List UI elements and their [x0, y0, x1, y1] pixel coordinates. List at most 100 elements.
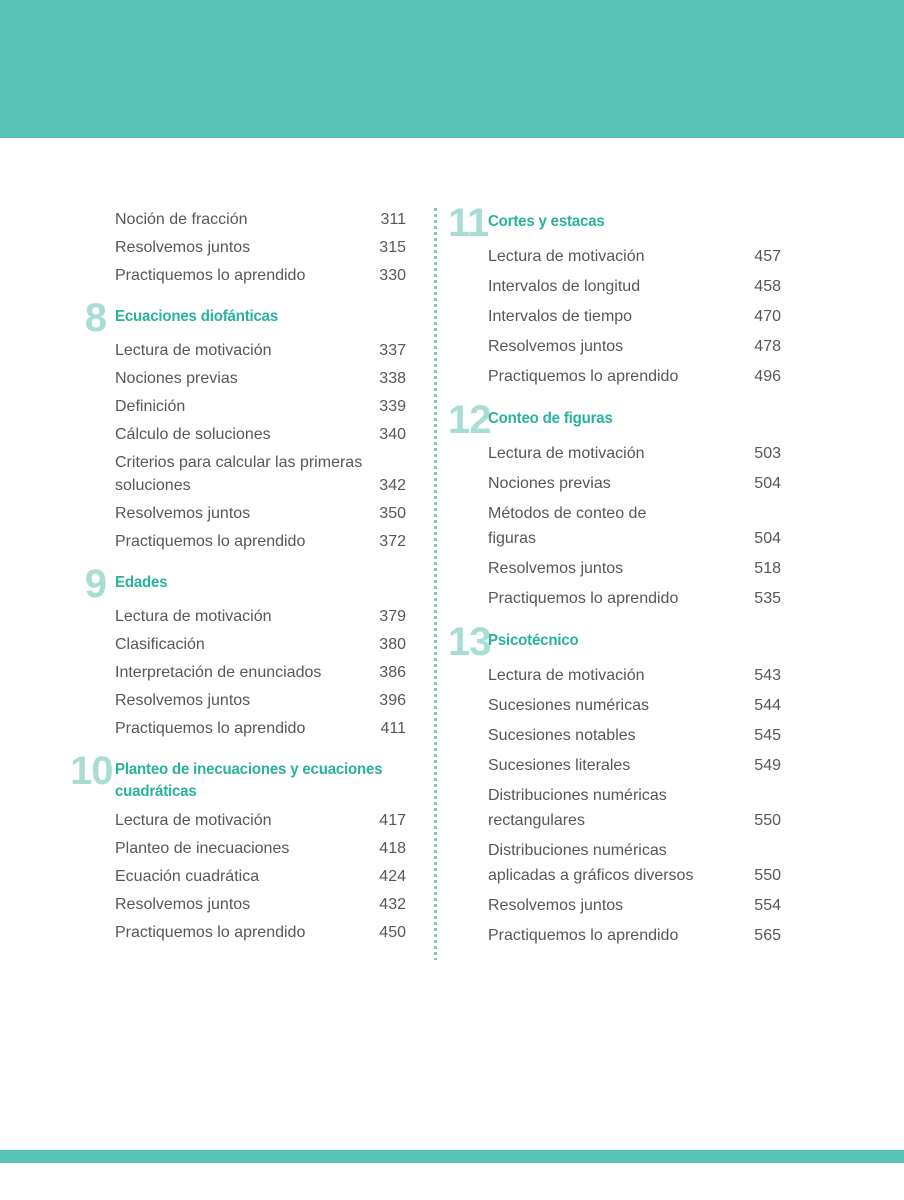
- toc-entry-label: Interpretación de enunciados: [115, 664, 322, 681]
- toc-entry-label: Clasificación: [115, 636, 205, 653]
- toc-entry-page: 418: [379, 840, 406, 857]
- toc-entry: Resolvemos juntos 396: [115, 689, 406, 712]
- toc-entry-page: 386: [379, 664, 406, 681]
- toc-entry: Lectura de motivación 337: [115, 339, 406, 362]
- toc-entry-page: 396: [379, 692, 406, 709]
- toc-entry: Lectura de motivación 543: [488, 663, 781, 688]
- toc-entry-page: 504: [754, 475, 781, 492]
- toc-entry-page: 549: [754, 757, 781, 774]
- toc-entry-label: Resolvemos juntos: [115, 692, 251, 709]
- toc-entry: Practiquemos lo aprendido 372: [115, 530, 406, 553]
- toc-entry-label: Practiquemos lo aprendido: [488, 590, 679, 607]
- toc-entry: Métodos de conteo de figuras 504: [488, 501, 781, 551]
- chapter-entries: Lectura de motivación 503 Nociones previ…: [448, 441, 781, 611]
- toc-entry-page: 545: [754, 727, 781, 744]
- toc-entry-page: 417: [379, 812, 406, 829]
- toc-entry-label: Noción de fracción: [115, 211, 248, 228]
- toc-entry-label: Ecuación cuadrática: [115, 868, 260, 885]
- column-divider: [434, 208, 437, 960]
- chapter-block: 11 Cortes y estacas Lectura de motivació…: [448, 201, 781, 389]
- toc-entry-label: Sucesiones literales: [488, 757, 631, 774]
- toc-entry-label: Lectura de motivación: [115, 342, 272, 359]
- toc-entry-page: 518: [754, 560, 781, 577]
- toc-entry: Sucesiones literales 549: [488, 753, 781, 778]
- toc-entry-page: 535: [754, 590, 781, 607]
- toc-entry-label: Practiquemos lo aprendido: [115, 267, 306, 284]
- toc-entry: Intervalos de longitud 458: [488, 274, 781, 299]
- toc-entry-page: 379: [379, 608, 406, 625]
- toc-entry: Distribuciones numéricas aplicadas a grá…: [488, 838, 781, 888]
- toc-entry-page: 457: [754, 248, 781, 265]
- chapter-number: 8: [84, 296, 107, 340]
- toc-entry: Practiquemos lo aprendido 330: [115, 264, 406, 287]
- toc-entry-page: 478: [754, 338, 781, 355]
- toc-entry-label: Criterios para calcular las primeras sol…: [115, 454, 363, 494]
- toc-entry-label: Lectura de motivación: [488, 445, 645, 462]
- toc-entry-label: Cálculo de soluciones: [115, 426, 271, 443]
- chapter-head: 10 Planteo de inecuaciones y ecuaciones …: [70, 751, 406, 803]
- toc-entry-label: Sucesiones numéricas: [488, 697, 649, 714]
- toc-entry: Practiquemos lo aprendido 565: [488, 923, 781, 948]
- toc-entry-page: 311: [380, 211, 406, 228]
- toc-entry-page: 550: [754, 867, 781, 884]
- toc-entry-label: Métodos de conteo de figuras: [488, 505, 647, 547]
- toc-entry-label: Resolvemos juntos: [488, 560, 624, 577]
- toc-entry: Sucesiones numéricas 544: [488, 693, 781, 718]
- toc-entry-page: 550: [754, 812, 781, 829]
- chapter-block: 9 Edades Lectura de motivación 379 Clasi…: [84, 564, 406, 740]
- toc-entry: Resolvemos juntos 315: [115, 236, 406, 259]
- toc-entry-label: Sucesiones notables: [488, 727, 636, 744]
- chapter-title: Psicotécnico: [488, 632, 579, 649]
- toc-entry-label: Practiquemos lo aprendido: [115, 924, 306, 941]
- chapter-title: Conteo de figuras: [488, 410, 613, 427]
- toc-entry: Planteo de inecuaciones 418: [115, 837, 406, 860]
- toc-entry-label: Resolvemos juntos: [488, 897, 624, 914]
- chapter-block: 13 Psicotécnico Lectura de motivación 54…: [448, 622, 781, 948]
- toc-entry: Lectura de motivación 379: [115, 605, 406, 628]
- toc-entry: Lectura de motivación 503: [488, 441, 781, 466]
- toc-entry: Resolvemos juntos 432: [115, 893, 406, 916]
- chapter-entries: Lectura de motivación 417 Planteo de ine…: [84, 809, 406, 944]
- toc-entry: Intervalos de tiempo 470: [488, 304, 781, 329]
- toc-right-column: 11 Cortes y estacas Lectura de motivació…: [448, 201, 781, 953]
- chapter-block: 12 Conteo de figuras Lectura de motivaci…: [448, 398, 781, 611]
- toc-entry-page: 340: [379, 426, 406, 443]
- toc-entry: Ecuación cuadrática 424: [115, 865, 406, 888]
- toc-entry-page: 338: [379, 370, 406, 387]
- toc-entry: Practiquemos lo aprendido 496: [488, 364, 781, 389]
- chapter-entries: Lectura de motivación 457 Intervalos de …: [448, 244, 781, 389]
- toc-entry-page: 504: [754, 530, 781, 547]
- toc-entry-page: 424: [379, 868, 406, 885]
- chapter-number: 11: [448, 201, 489, 245]
- toc-entry: Interpretación de enunciados 386: [115, 661, 406, 684]
- toc-entry-page: 470: [754, 308, 781, 325]
- toc-entry: Cálculo de soluciones 340: [115, 423, 406, 446]
- chapter-number: 9: [84, 562, 107, 606]
- toc-entry-label: Nociones previas: [115, 370, 238, 387]
- toc-entry-page: 432: [379, 896, 406, 913]
- toc-entry-page: 458: [754, 278, 781, 295]
- chapter-title: Cortes y estacas: [488, 213, 605, 230]
- toc-entry-page: 554: [754, 897, 781, 914]
- chapter-number: 10: [70, 749, 114, 793]
- chapter-head: 11 Cortes y estacas: [448, 201, 781, 245]
- toc-entry-label: Resolvemos juntos: [115, 896, 251, 913]
- toc-entry-label: Lectura de motivación: [488, 667, 645, 684]
- toc-entry-page: 380: [379, 636, 406, 653]
- toc-entry-page: 544: [754, 697, 781, 714]
- chapter-number: 12: [448, 398, 492, 442]
- header-band: [0, 0, 904, 138]
- toc-entry-page: 372: [379, 533, 406, 550]
- toc-entry-label: Intervalos de tiempo: [488, 308, 633, 325]
- toc-entry-label: Lectura de motivación: [115, 608, 272, 625]
- chapter-title: Planteo de inecuaciones y ecuaciones cua…: [115, 761, 383, 800]
- chapter-block: 8 Ecuaciones diofánticas Lectura de moti…: [84, 298, 406, 553]
- toc-entry-label: Lectura de motivación: [488, 248, 645, 265]
- toc-entry-page: 350: [379, 505, 406, 522]
- toc-entry-page: 565: [754, 927, 781, 944]
- toc-entry: Distribuciones numéricas rectangulares 5…: [488, 783, 781, 833]
- toc-entry-page: 450: [379, 924, 406, 941]
- toc-entry: Sucesiones notables 545: [488, 723, 781, 748]
- toc-entry-label: Distribuciones numéricas rectangulares: [488, 787, 667, 829]
